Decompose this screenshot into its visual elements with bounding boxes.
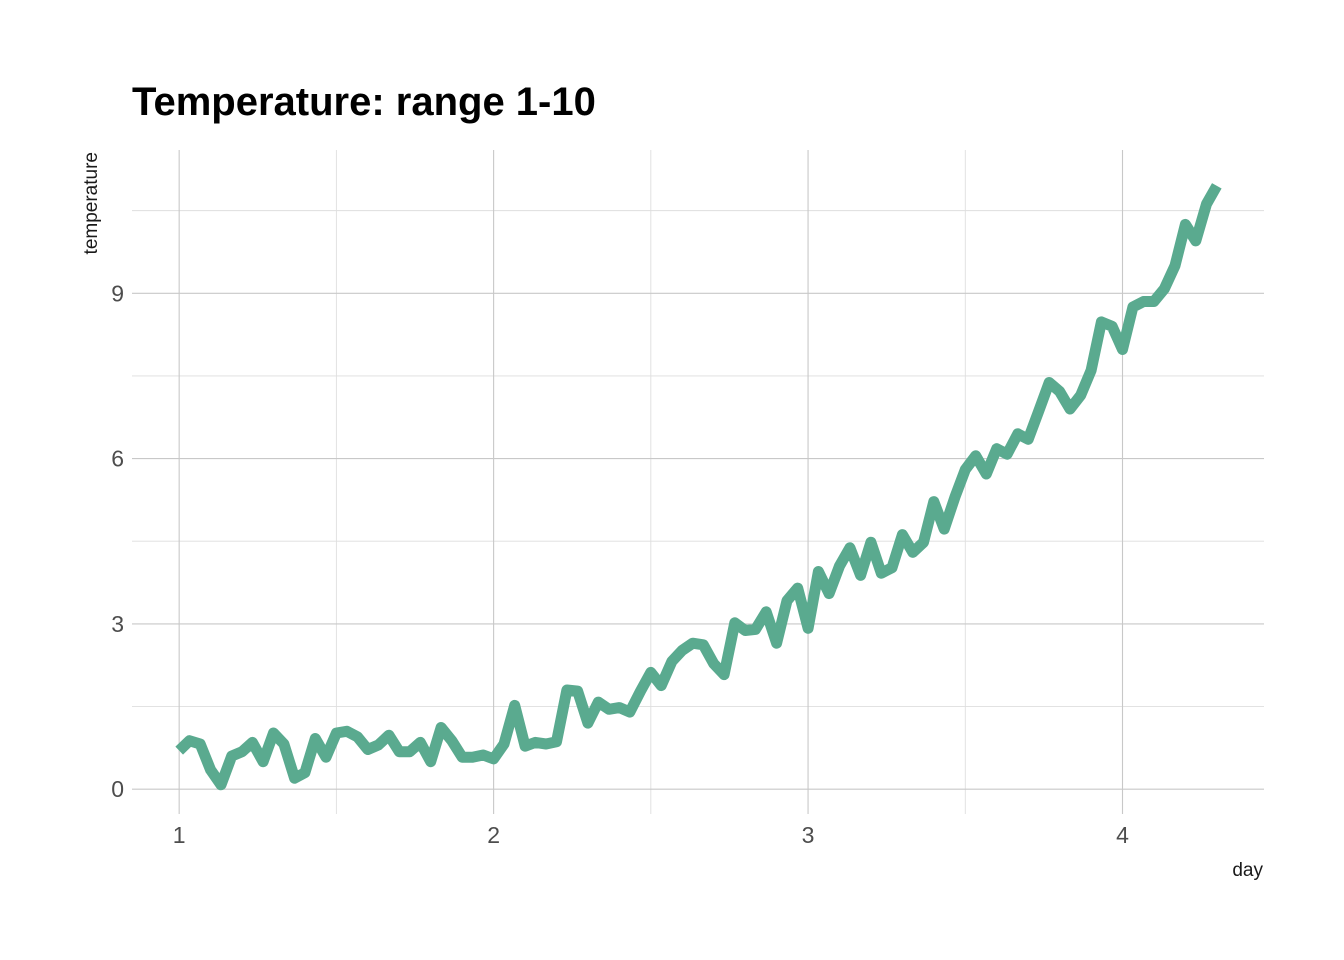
y-tick-label: 9 <box>111 280 124 306</box>
y-tick-label: 0 <box>111 776 124 802</box>
series-line <box>175 183 1222 791</box>
x-tick-label: 1 <box>173 822 186 848</box>
y-tick-labels: 0 3 6 9 <box>111 280 124 802</box>
x-axis-title: day <box>1232 860 1263 881</box>
y-tick-label: 3 <box>111 611 124 637</box>
series-group <box>175 183 1222 791</box>
y-axis-title: temperature <box>81 152 102 254</box>
x-tick-label: 2 <box>487 822 500 848</box>
x-tick-labels: 1 2 3 4 <box>173 822 1129 848</box>
x-tick-label: 4 <box>1116 822 1129 848</box>
y-tick-label: 6 <box>111 446 124 472</box>
x-tick-label: 3 <box>802 822 815 848</box>
grid <box>132 150 1264 814</box>
chart-title: Temperature: range 1-10 <box>132 80 596 124</box>
